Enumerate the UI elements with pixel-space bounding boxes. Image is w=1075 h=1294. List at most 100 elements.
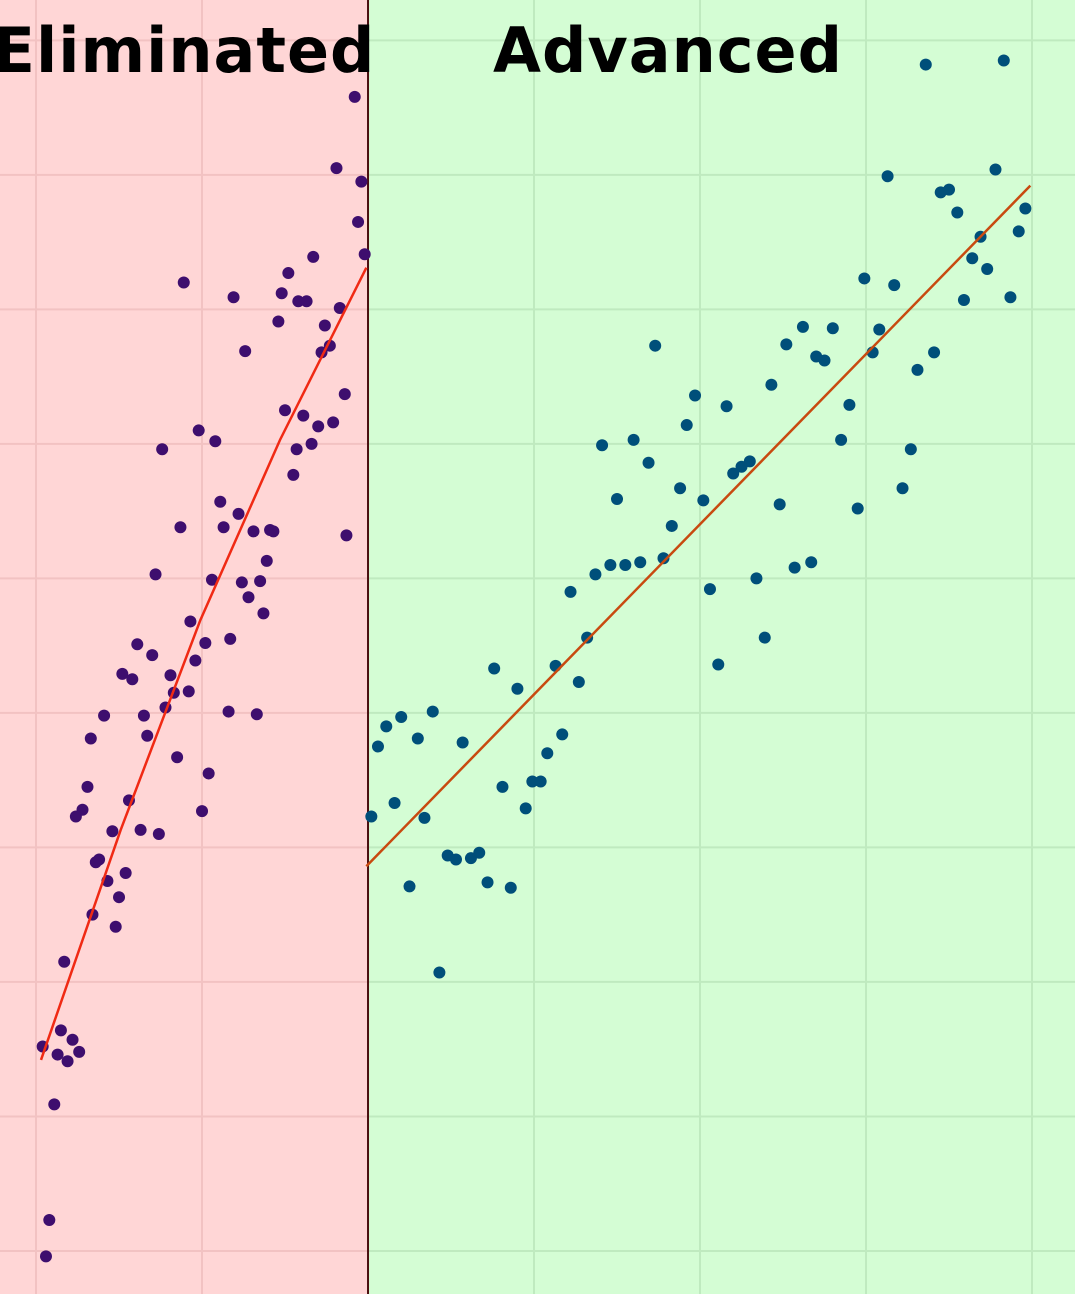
data-point: [54, 1024, 67, 1037]
data-point: [39, 1250, 52, 1263]
data-point: [134, 823, 147, 836]
data-point: [279, 404, 292, 417]
data-point: [873, 323, 886, 336]
data-point: [235, 576, 248, 589]
data-point: [526, 775, 539, 788]
data-point: [456, 736, 469, 749]
data-point: [411, 732, 424, 745]
data-point: [703, 583, 716, 596]
data-point: [697, 494, 710, 507]
data-point: [257, 607, 270, 620]
data-point: [1012, 225, 1025, 238]
data-point: [260, 554, 273, 567]
data-point: [657, 552, 670, 565]
data-point: [418, 811, 431, 824]
data-point: [589, 568, 602, 581]
data-point: [267, 525, 280, 538]
data-point: [224, 632, 237, 645]
data-point: [943, 183, 956, 196]
region-title: Eliminated: [0, 14, 375, 87]
data-point: [433, 966, 446, 979]
data-point: [1019, 202, 1032, 215]
data-point: [81, 780, 94, 793]
data-point: [106, 825, 119, 838]
data-point: [712, 658, 725, 671]
data-point: [473, 846, 486, 859]
data-point: [43, 1214, 56, 1227]
data-point: [69, 810, 82, 823]
data-point: [196, 805, 209, 818]
data-point: [182, 685, 195, 698]
data-point: [835, 433, 848, 446]
data-point: [297, 409, 310, 422]
data-point: [611, 493, 624, 506]
data-point: [805, 556, 818, 569]
data-point: [330, 162, 343, 175]
data-point: [556, 728, 569, 741]
data-point: [205, 573, 218, 586]
data-point: [449, 853, 462, 866]
data-point: [519, 802, 532, 815]
data-point: [788, 561, 801, 574]
data-point: [720, 400, 733, 413]
data-point: [796, 320, 809, 333]
data-point: [214, 495, 227, 508]
data-point: [250, 708, 263, 721]
data-point: [735, 460, 748, 473]
data-point: [156, 443, 169, 456]
data-point: [287, 468, 300, 481]
data-point: [232, 507, 245, 520]
fit-line: [365, 184, 1032, 868]
data-point: [488, 662, 501, 675]
data-point: [149, 568, 162, 581]
region-title: Advanced: [493, 14, 843, 87]
data-point: [292, 295, 305, 308]
region-background: [0, 0, 369, 1294]
data-point: [911, 363, 924, 376]
data-point: [113, 891, 126, 904]
data-point: [989, 163, 1002, 176]
fit-line: [39, 267, 368, 1061]
data-point: [338, 388, 351, 401]
data-point: [665, 519, 678, 532]
data-point: [403, 880, 416, 893]
data-point: [642, 456, 655, 469]
data-point: [674, 482, 687, 495]
data-point: [48, 1098, 61, 1111]
data-point: [888, 279, 901, 292]
data-point: [966, 252, 979, 265]
data-point: [247, 525, 260, 538]
data-point: [192, 424, 205, 437]
data-point: [572, 675, 585, 688]
region-background: [368, 0, 1075, 1294]
data-point: [680, 419, 693, 432]
data-point: [1004, 291, 1017, 304]
data-point: [758, 631, 771, 644]
data-point: [141, 729, 154, 742]
data-point: [649, 339, 662, 352]
data-point: [896, 482, 909, 495]
data-point: [504, 881, 517, 894]
data-point: [818, 354, 831, 367]
data-point: [146, 649, 159, 662]
data-point: [371, 740, 384, 753]
data-point: [765, 378, 778, 391]
data-point: [116, 667, 129, 680]
data-point: [131, 638, 144, 651]
data-point: [596, 439, 609, 452]
data-point: [272, 315, 285, 328]
data-point: [904, 443, 917, 456]
data-point: [199, 636, 212, 649]
data-point: [773, 498, 786, 511]
data-point: [843, 398, 856, 411]
data-point: [858, 272, 871, 285]
data-point: [239, 345, 252, 358]
data-point: [549, 659, 562, 672]
data-point: [242, 591, 255, 604]
data-point: [137, 709, 150, 722]
data-point: [217, 521, 230, 534]
data-point: [327, 416, 340, 429]
data-point: [307, 250, 320, 263]
